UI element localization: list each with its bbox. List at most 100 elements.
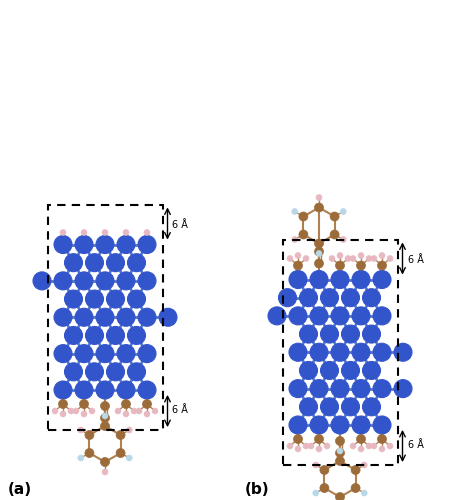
Circle shape [394, 380, 412, 398]
Circle shape [351, 466, 360, 474]
Circle shape [117, 308, 135, 326]
Circle shape [292, 236, 298, 242]
Circle shape [278, 288, 297, 306]
Circle shape [73, 408, 79, 414]
Text: 6 Å: 6 Å [173, 405, 189, 415]
Circle shape [340, 208, 346, 214]
Circle shape [96, 308, 114, 326]
Circle shape [321, 288, 338, 306]
Circle shape [102, 469, 108, 475]
Circle shape [331, 380, 349, 398]
Circle shape [86, 290, 103, 308]
Circle shape [314, 239, 323, 248]
Circle shape [379, 446, 385, 452]
Circle shape [330, 230, 339, 239]
Circle shape [80, 400, 88, 408]
Circle shape [127, 290, 146, 308]
Circle shape [336, 448, 344, 458]
Circle shape [289, 380, 307, 398]
Circle shape [75, 236, 93, 254]
Circle shape [289, 307, 307, 325]
Circle shape [289, 416, 307, 434]
Circle shape [320, 484, 329, 492]
Circle shape [65, 254, 82, 272]
Circle shape [313, 462, 319, 468]
Circle shape [107, 290, 124, 308]
Circle shape [101, 414, 110, 422]
Circle shape [60, 411, 66, 417]
Circle shape [320, 466, 329, 474]
Circle shape [127, 326, 146, 344]
Circle shape [144, 230, 150, 235]
Circle shape [126, 427, 132, 433]
Circle shape [159, 308, 177, 326]
Circle shape [85, 430, 94, 440]
Circle shape [336, 492, 344, 500]
Circle shape [138, 308, 156, 326]
Circle shape [299, 212, 308, 221]
Circle shape [86, 326, 103, 344]
Circle shape [33, 272, 51, 290]
Circle shape [373, 416, 391, 434]
Circle shape [345, 256, 351, 262]
Circle shape [329, 256, 335, 262]
Circle shape [144, 411, 150, 417]
Circle shape [75, 272, 93, 290]
Circle shape [138, 272, 156, 290]
Circle shape [299, 230, 308, 239]
Circle shape [138, 236, 156, 254]
Circle shape [363, 325, 380, 343]
Circle shape [142, 400, 152, 408]
Circle shape [352, 380, 370, 398]
Circle shape [321, 325, 338, 343]
Circle shape [352, 307, 370, 325]
Circle shape [65, 326, 82, 344]
Circle shape [324, 443, 330, 449]
Circle shape [316, 446, 322, 452]
Circle shape [303, 443, 309, 449]
Circle shape [321, 398, 338, 416]
Circle shape [314, 259, 323, 268]
Circle shape [54, 344, 72, 362]
Circle shape [357, 261, 366, 270]
Circle shape [117, 344, 135, 362]
Circle shape [295, 252, 301, 258]
Circle shape [65, 363, 82, 381]
Circle shape [379, 252, 385, 258]
Circle shape [342, 362, 359, 380]
Circle shape [117, 236, 135, 254]
Circle shape [268, 307, 286, 325]
Circle shape [358, 252, 364, 258]
Circle shape [295, 446, 301, 452]
Circle shape [152, 408, 158, 414]
Circle shape [358, 446, 364, 452]
Circle shape [366, 443, 372, 449]
Circle shape [101, 402, 110, 410]
Circle shape [115, 408, 121, 414]
Circle shape [373, 380, 391, 398]
Circle shape [350, 256, 356, 262]
Circle shape [330, 212, 339, 221]
Circle shape [138, 381, 156, 399]
Circle shape [313, 490, 319, 496]
Circle shape [292, 208, 298, 214]
Circle shape [310, 307, 328, 325]
Circle shape [300, 288, 317, 306]
Circle shape [102, 230, 108, 235]
Circle shape [54, 381, 72, 399]
Circle shape [122, 400, 131, 408]
Circle shape [96, 381, 114, 399]
Circle shape [81, 411, 87, 417]
Circle shape [123, 230, 129, 235]
Circle shape [352, 416, 370, 434]
Circle shape [340, 236, 346, 242]
Circle shape [342, 288, 359, 306]
Circle shape [314, 434, 323, 444]
Circle shape [287, 443, 293, 449]
Circle shape [127, 363, 146, 381]
Circle shape [126, 455, 132, 461]
Circle shape [54, 308, 72, 326]
Text: 6 Å: 6 Å [408, 254, 424, 264]
Circle shape [373, 270, 391, 288]
Circle shape [378, 261, 387, 270]
